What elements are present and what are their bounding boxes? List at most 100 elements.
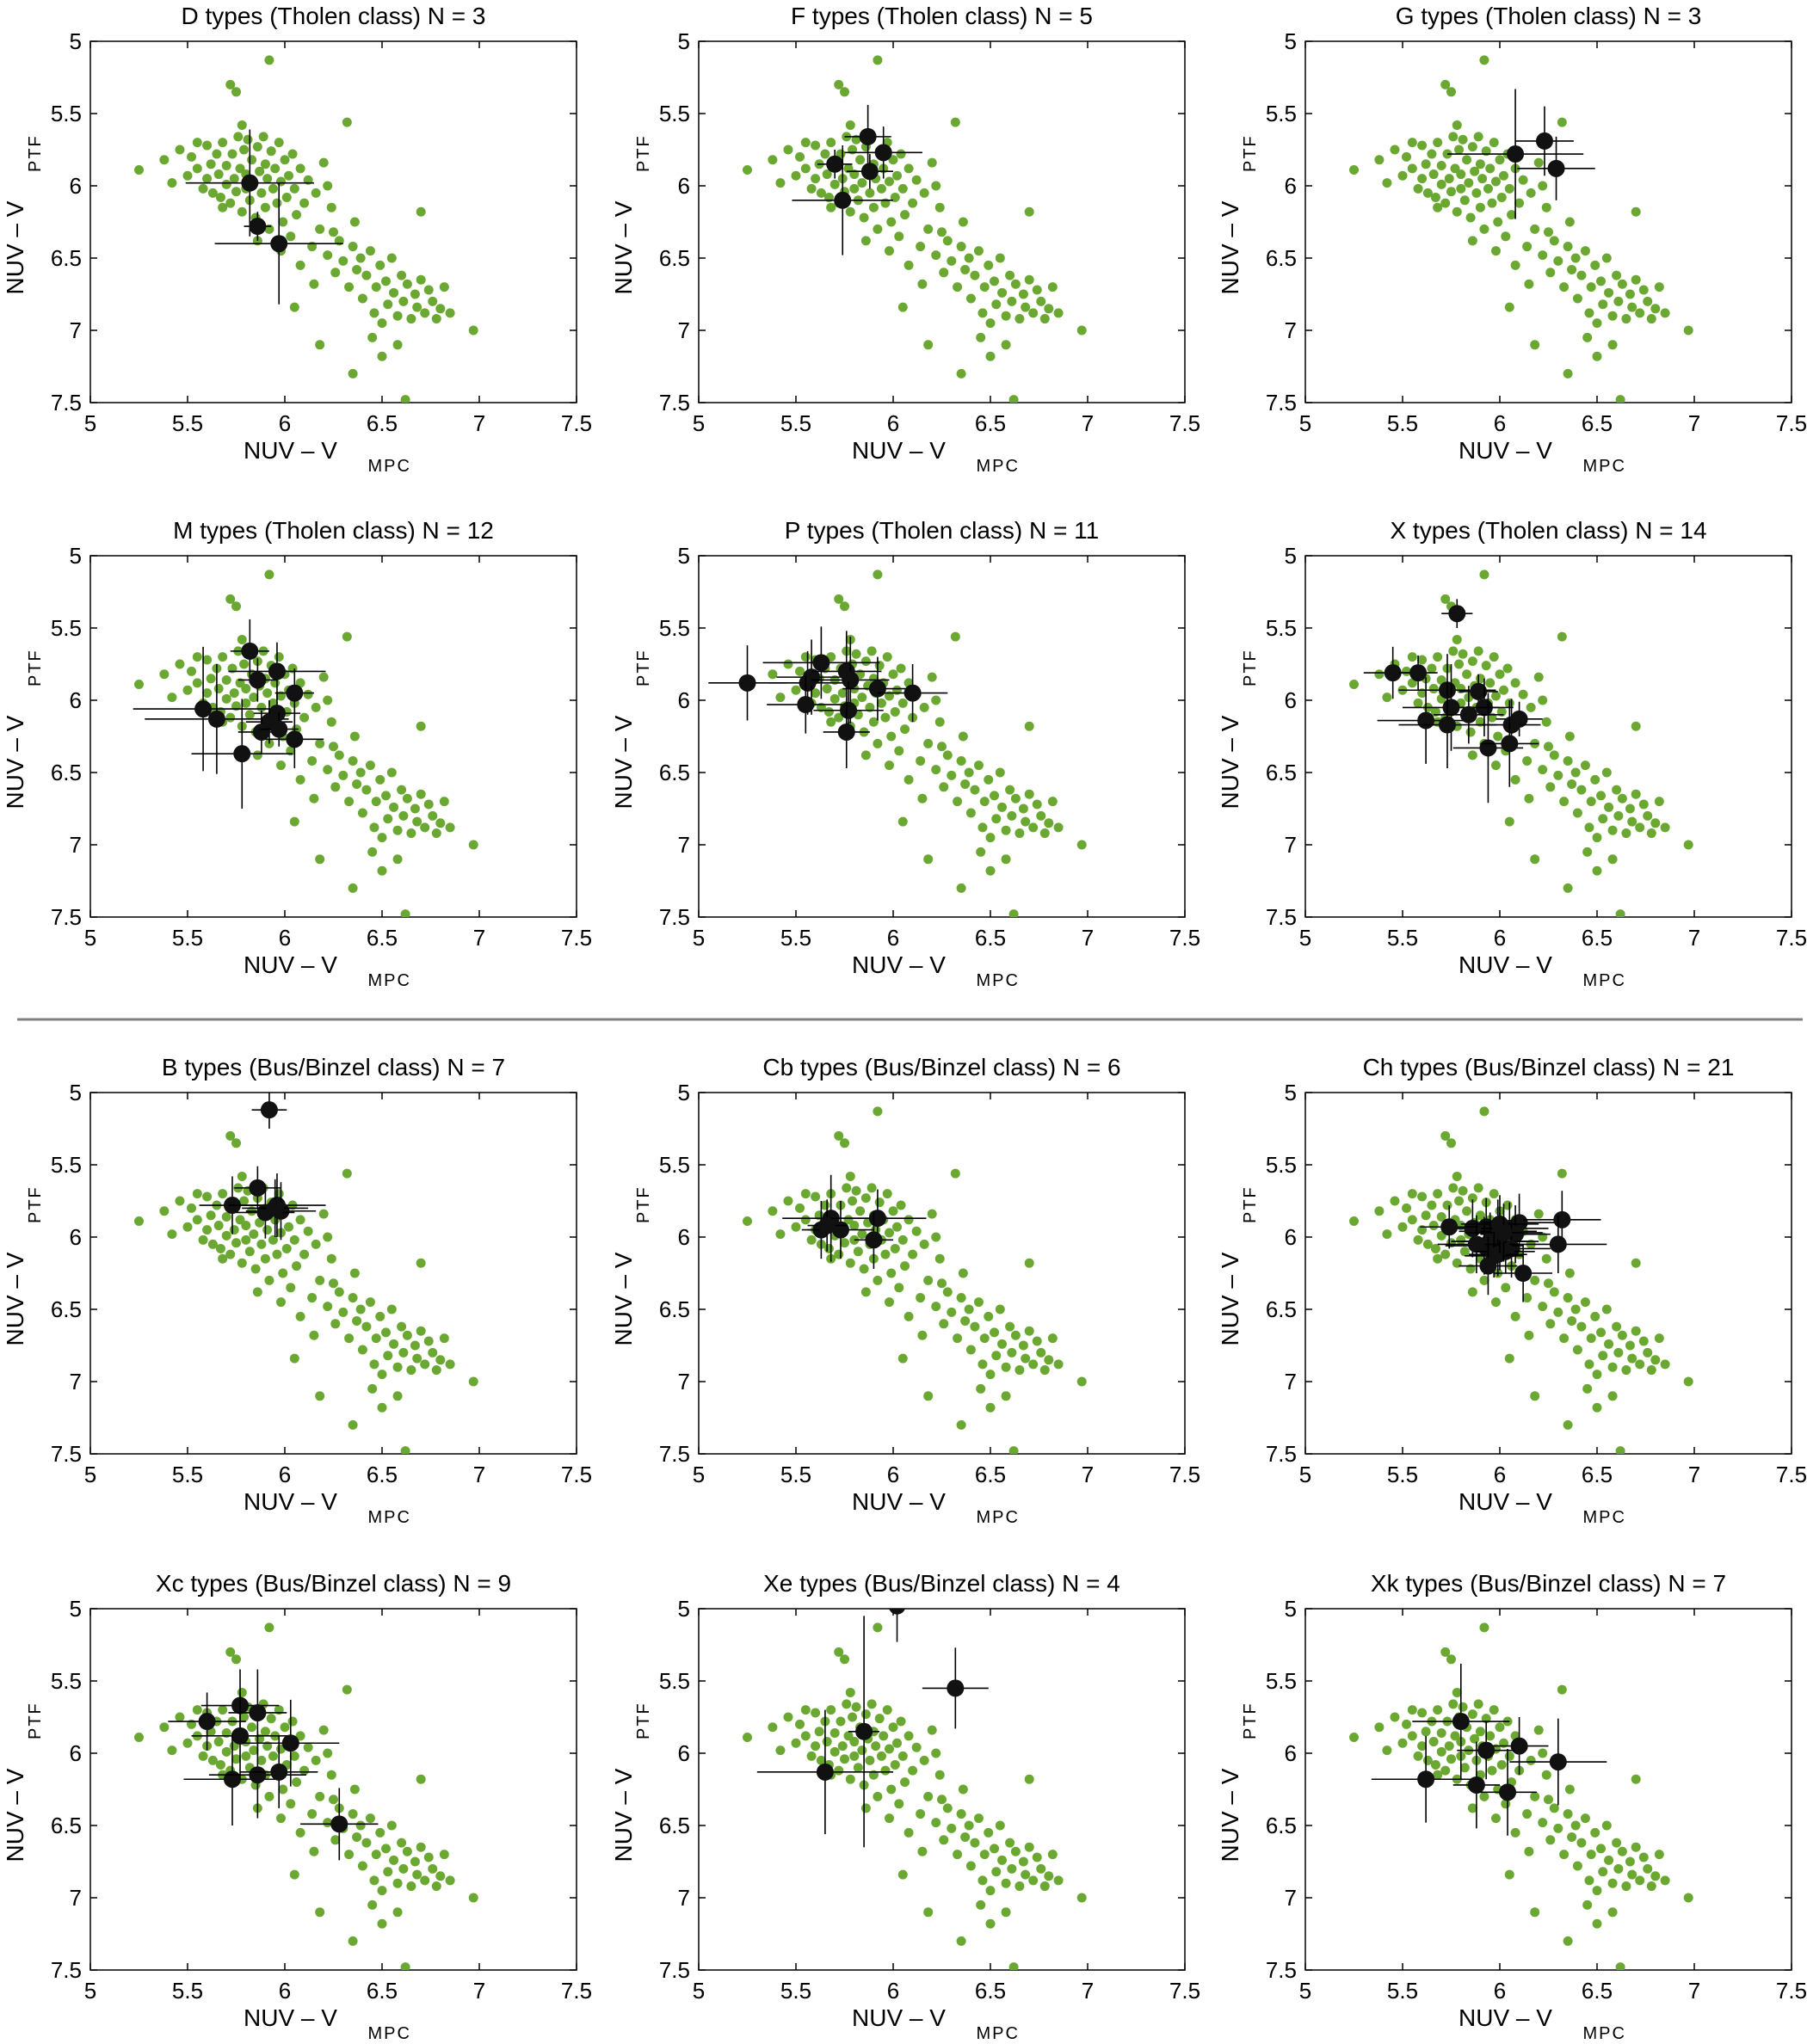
background-point (1530, 1791, 1540, 1801)
x-tick-label: 6.5 (975, 1462, 1006, 1487)
background-point (1458, 134, 1468, 145)
background-point (268, 1751, 278, 1761)
background-point (315, 1391, 325, 1401)
background-point (299, 198, 310, 208)
background-point (843, 1215, 854, 1225)
y-axis-label-group: NUV – V PTF (1217, 134, 1260, 294)
background-point (1459, 1247, 1470, 1257)
background-point (1015, 1365, 1025, 1376)
class-member-point (1442, 699, 1460, 717)
background-point (420, 1875, 430, 1886)
background-point (1538, 695, 1548, 705)
background-point (274, 138, 284, 148)
background-point (1612, 1838, 1622, 1848)
background-point (389, 287, 399, 298)
background-point (1553, 770, 1563, 780)
x-tick-label: 7.5 (561, 1462, 592, 1487)
panel-6: X types (Tholen class) N = 14 5 5.5 6 6.5 7 7.… (1217, 517, 1807, 990)
background-point (1510, 260, 1520, 270)
y-tick-label: 6 (678, 1224, 690, 1250)
background-point (284, 1222, 294, 1232)
background-point (927, 157, 937, 168)
background-point (286, 1799, 296, 1809)
x-tick-label: 6 (279, 410, 291, 436)
background-point (381, 1844, 392, 1854)
marks (1349, 1622, 1693, 1970)
background-point (849, 1751, 860, 1761)
background-point (311, 702, 321, 712)
x-tick-label: 5 (693, 1978, 705, 2004)
background-point (822, 169, 832, 180)
background-point (1446, 1754, 1456, 1764)
background-point (406, 1365, 416, 1376)
y-tick-label: 7 (678, 832, 690, 858)
background-point (1428, 1737, 1439, 1747)
background-point (1462, 1206, 1472, 1216)
background-point (369, 1359, 379, 1370)
background-point (167, 178, 177, 188)
background-point (976, 1383, 986, 1394)
background-point (1584, 822, 1594, 833)
background-point (202, 174, 213, 184)
background-point (206, 159, 216, 169)
background-point (361, 785, 372, 795)
background-point (1382, 693, 1392, 703)
background-point (947, 1307, 957, 1317)
background-point (182, 1738, 193, 1748)
background-point (873, 1791, 883, 1801)
background-point (1039, 1881, 1050, 1892)
background-point (445, 1875, 455, 1886)
class-member-point (1549, 1235, 1567, 1253)
background-point (381, 1327, 392, 1338)
y-tick-label: 6 (678, 1740, 690, 1766)
x-tick-label: 5.5 (1387, 1462, 1418, 1487)
background-point (159, 1722, 170, 1733)
background-point (315, 854, 325, 865)
background-point (964, 767, 974, 778)
background-point (811, 1741, 821, 1752)
class-member-point (1502, 716, 1520, 734)
background-point (1601, 1820, 1612, 1831)
background-point (1473, 646, 1483, 656)
background-point (389, 802, 399, 812)
background-point (958, 1268, 968, 1278)
background-point (227, 149, 237, 159)
y-axis-label: NUV – V (1217, 715, 1243, 809)
class-member-point (889, 1609, 905, 1615)
background-point (882, 1189, 892, 1199)
background-point (134, 1216, 144, 1227)
axes-frame (89, 555, 577, 918)
background-point (218, 202, 228, 212)
background-point (829, 1746, 840, 1757)
background-point (241, 684, 251, 694)
background-point (950, 1168, 960, 1179)
background-point (329, 1795, 338, 1805)
x-axis-label-sub: MPC (977, 2024, 1020, 2043)
background-point (1582, 332, 1593, 342)
background-point (1465, 727, 1476, 737)
background-point (1643, 1863, 1653, 1874)
background-point (1490, 760, 1501, 771)
panels-container: D types (Tholen class) N = 3 5 5.5 6 6.5 7 7.5… (2, 3, 1807, 2043)
class-member-point (816, 1763, 834, 1781)
background-point (207, 188, 218, 198)
x-tick-label: 6.5 (975, 925, 1006, 951)
background-point (1613, 810, 1624, 821)
background-point (192, 678, 202, 688)
background-point (991, 814, 1002, 824)
background-point (1413, 183, 1423, 194)
background-point (428, 1863, 438, 1874)
background-point (791, 1222, 801, 1232)
background-point (278, 217, 288, 227)
background-point (995, 1820, 1005, 1831)
background-point (392, 825, 403, 835)
background-point (1604, 287, 1614, 298)
background-point (416, 1842, 426, 1852)
background-point (1044, 1871, 1054, 1881)
background-point (995, 1304, 1005, 1314)
x-tick-label: 7.5 (1776, 925, 1807, 951)
background-point (1428, 169, 1439, 180)
background-point (237, 120, 247, 130)
background-point (997, 1339, 1008, 1349)
background-point (367, 1383, 378, 1394)
